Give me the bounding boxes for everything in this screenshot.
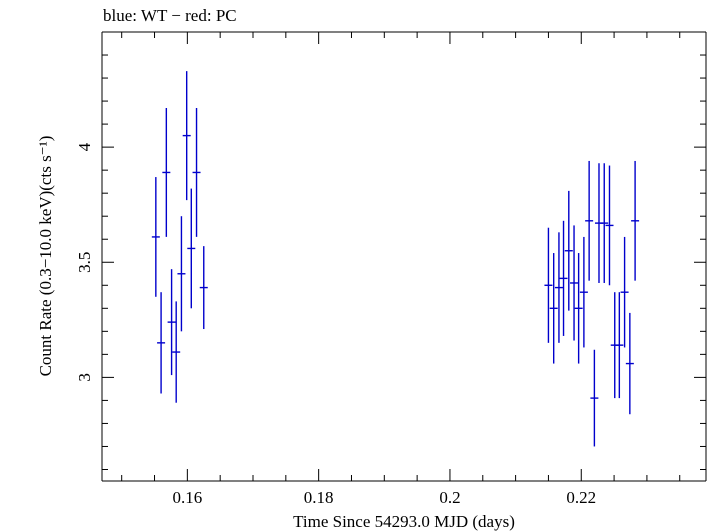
y-tick-label: 3	[75, 373, 94, 382]
y-tick-label: 3.5	[75, 252, 94, 273]
data-point	[574, 253, 583, 364]
data-point	[590, 349, 599, 447]
data-point	[625, 312, 634, 415]
data-point	[585, 160, 594, 281]
data-point	[564, 190, 573, 311]
x-tick-label: 0.2	[439, 488, 460, 507]
data-point	[187, 188, 196, 309]
data-point	[554, 232, 563, 343]
data-point	[559, 220, 568, 336]
data-point	[157, 292, 166, 394]
data-point	[549, 253, 558, 364]
data-point	[600, 163, 609, 283]
chart-title: blue: WT − red: PC	[103, 6, 237, 25]
x-tick-label: 0.16	[172, 488, 202, 507]
data-point	[620, 236, 629, 348]
data-points-layer	[151, 71, 640, 447]
data-point	[199, 246, 208, 330]
data-point	[162, 107, 171, 237]
data-point	[177, 216, 186, 332]
x-tick-label: 0.18	[304, 488, 334, 507]
data-point	[192, 107, 201, 237]
data-point	[605, 165, 614, 286]
data-point	[570, 225, 579, 341]
y-tick-label: 4	[75, 142, 94, 151]
data-point	[631, 160, 640, 281]
data-point	[182, 71, 191, 201]
x-axis-label: Time Since 54293.0 MJD (days)	[293, 512, 515, 531]
data-point	[579, 236, 588, 348]
plot-frame	[101, 31, 707, 482]
data-point	[167, 269, 176, 376]
data-point	[172, 301, 181, 403]
y-axis-label: Count Rate (0.3−10.0 keV)(cts s⁻¹)	[36, 136, 55, 377]
data-point	[151, 177, 160, 297]
data-point	[615, 292, 624, 399]
data-point	[544, 227, 553, 343]
x-tick-label: 0.22	[566, 488, 596, 507]
ticks-layer: 0.16 0.18 0.2 0.22 3 3.5 4	[75, 31, 706, 507]
